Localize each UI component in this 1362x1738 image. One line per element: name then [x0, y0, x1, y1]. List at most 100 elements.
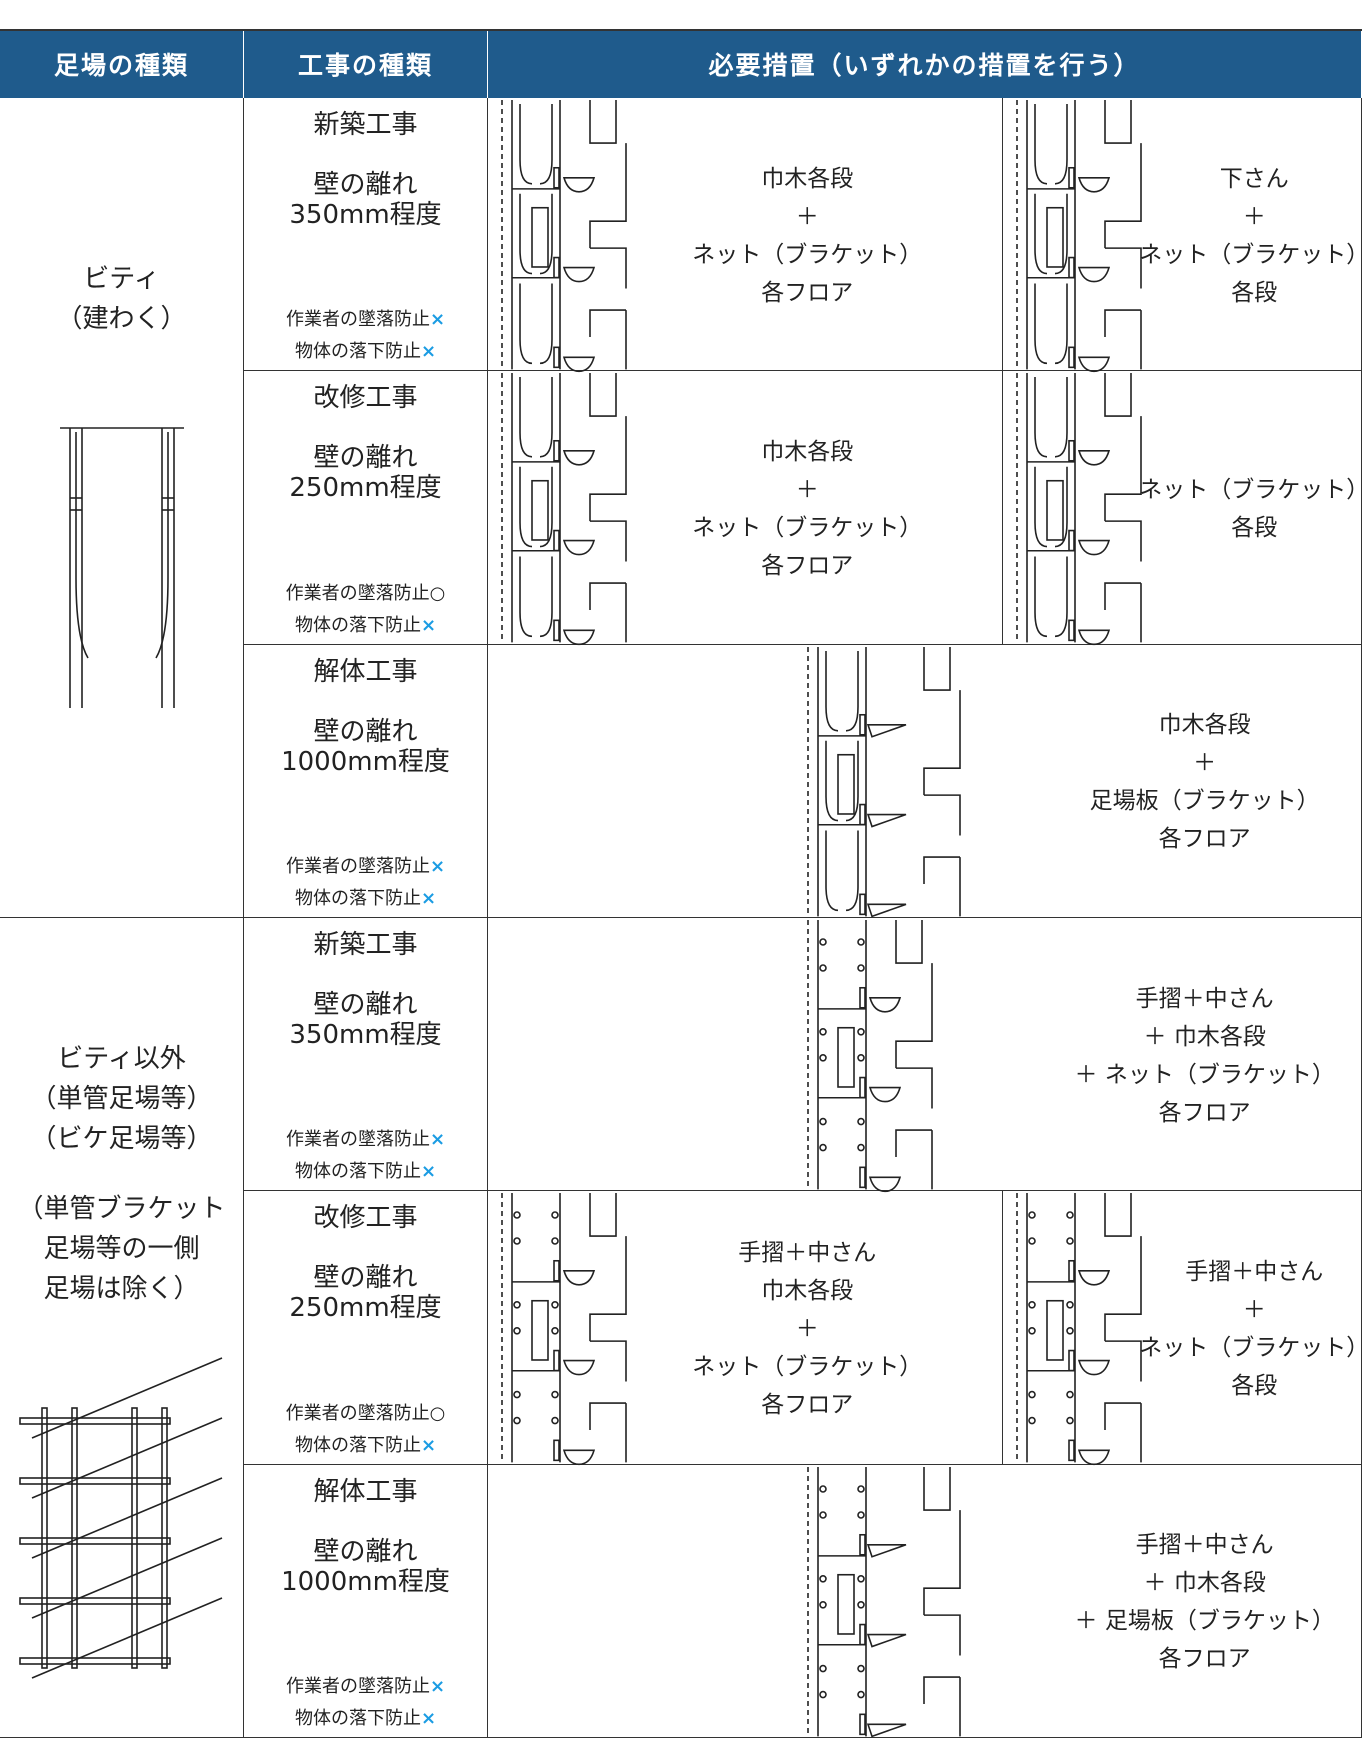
scaffold-sketch — [1016, 100, 1142, 373]
stroke — [868, 1086, 901, 1103]
stroke — [857, 1143, 865, 1152]
measure-text: ＋ — [795, 476, 819, 503]
stroke — [1066, 1417, 1074, 1425]
header-cell: 工事の種類 — [244, 30, 488, 98]
stroke — [519, 556, 533, 638]
measure-text: 下さん — [1219, 165, 1289, 192]
measure-text: 巾木各段 — [1158, 712, 1251, 739]
note-mark: × — [420, 1161, 437, 1183]
wall-gap: 1000mm程度 — [281, 746, 450, 777]
measure-text: ネット（ブラケット） — [692, 514, 923, 541]
work-type: 改修工事 — [313, 1203, 418, 1234]
stroke — [513, 1327, 521, 1335]
measure-text: ＋ — [1242, 1296, 1266, 1323]
stroke — [19, 1537, 171, 1545]
note-text: 物体の落下防止 — [294, 887, 421, 909]
stroke — [866, 813, 907, 828]
measure-text: ＋ 足場板（ブラケット） — [1074, 1608, 1335, 1635]
stroke — [1034, 556, 1048, 638]
stroke — [857, 1027, 865, 1036]
stroke — [1068, 1439, 1075, 1462]
stroke — [866, 1633, 907, 1648]
stroke — [519, 104, 533, 185]
scaffold-sketch — [1016, 1193, 1142, 1466]
stroke — [562, 266, 596, 283]
stroke — [819, 1574, 827, 1583]
worker — [837, 1573, 855, 1635]
note-mark: × — [420, 887, 437, 909]
stroke — [519, 467, 533, 548]
stroke — [819, 1664, 827, 1673]
stroke — [1077, 629, 1111, 646]
stroke — [551, 1211, 559, 1220]
measure-text: 各フロア — [761, 552, 854, 579]
stroke — [1034, 377, 1048, 458]
stroke — [31, 1597, 223, 1679]
note-text: 作業者の墜落防止 — [285, 855, 430, 877]
stroke — [866, 1543, 907, 1558]
stroke — [1028, 1417, 1036, 1425]
stroke — [1068, 619, 1075, 642]
stroke — [562, 1270, 596, 1286]
wall — [589, 1193, 627, 1382]
wall-gap: 壁の離れ — [313, 1536, 418, 1567]
scaffold-type-text: （ビケ足場等） — [30, 1124, 213, 1154]
stroke — [513, 1301, 521, 1309]
stroke — [866, 903, 907, 918]
note-mark: ○ — [429, 1402, 446, 1424]
note-text: 物体の落下防止 — [294, 1707, 421, 1729]
measure-text: ネット（ブラケット） — [1139, 476, 1362, 503]
wall — [923, 646, 961, 836]
stroke — [1034, 467, 1048, 548]
prevention-note: 物体の落下防止× — [244, 1431, 487, 1457]
measure-cell: 巾木各段 ＋ 足場板（ブラケット） 各フロア — [488, 644, 1362, 918]
measure-text: 巾木各段 — [761, 165, 854, 192]
work-type-cell: 改修工事 壁の離れ 250mm程度 作業者の墜落防止○ 物体の落下防止× — [244, 371, 488, 645]
note-text: 作業者の墜落防止 — [285, 1675, 430, 1697]
stroke — [1077, 1270, 1111, 1286]
stroke — [825, 650, 838, 732]
measure-text: 各フロア — [1158, 826, 1251, 853]
stroke — [1068, 1260, 1075, 1282]
stroke — [539, 377, 553, 458]
prevention-note: 物体の落下防止× — [244, 884, 487, 910]
stroke — [1054, 283, 1068, 365]
stroke — [519, 193, 533, 275]
work-type-cell: 新築工事 壁の離れ 350mm程度 作業者の墜落防止× 物体の落下防止× — [244, 918, 488, 1192]
stroke — [866, 1723, 907, 1738]
stroke — [1068, 530, 1075, 552]
stroke — [1068, 440, 1075, 462]
stroke — [819, 1117, 827, 1126]
stroke — [539, 283, 553, 365]
stroke — [1028, 1301, 1036, 1309]
stroke — [1028, 1391, 1036, 1399]
stroke — [562, 356, 596, 373]
scaffold-type-cell: ビティ以外 （単管足場等） （ビケ足場等） （単管ブラケット 足場等の一側 足場は除く） — [0, 918, 244, 1738]
wall — [1104, 373, 1142, 562]
measure-cell: 手摺＋中さん ＋ ネット（ブラケット） 各段 — [1003, 1191, 1362, 1466]
measure-text: 各段 — [1231, 1372, 1278, 1399]
wall — [589, 582, 627, 643]
wall — [589, 373, 627, 562]
stroke — [539, 556, 553, 638]
measure-cell: ネット（ブラケット） 各段 — [1003, 371, 1362, 646]
note-text: 物体の落下防止 — [294, 1434, 421, 1456]
work-type-cell: 解体工事 壁の離れ 1000mm程度 作業者の墜落防止× 物体の落下防止× — [244, 644, 488, 918]
scaffold-type-text: （単管ブラケット — [17, 1194, 226, 1224]
wall-gap: 壁の離れ — [313, 716, 418, 747]
stroke — [31, 1537, 223, 1619]
wall — [895, 1129, 933, 1190]
stroke — [1068, 166, 1075, 189]
work-type-cell: 改修工事 壁の離れ 250mm程度 作業者の墜落防止○ 物体の落下防止× — [244, 1191, 488, 1465]
stroke — [519, 377, 533, 458]
stroke — [553, 256, 560, 279]
scaffold-sketch — [807, 920, 933, 1193]
prevention-note: 物体の落下防止× — [244, 1704, 487, 1730]
stroke — [553, 166, 560, 189]
measure-text: 各フロア — [761, 279, 854, 306]
prevention-note: 作業者の墜落防止× — [244, 1125, 487, 1151]
prevention-note: 作業者の墜落防止× — [244, 1672, 487, 1698]
stroke — [1066, 1211, 1074, 1220]
wall — [589, 1402, 627, 1463]
scaffold-type-cell: ビティ （建わく） — [0, 98, 244, 918]
